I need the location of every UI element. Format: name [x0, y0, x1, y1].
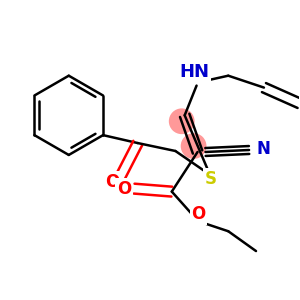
Circle shape: [181, 133, 206, 159]
Circle shape: [169, 108, 195, 134]
Text: N: N: [256, 140, 270, 158]
Text: O: O: [105, 173, 119, 191]
Text: O: O: [117, 180, 131, 198]
Text: HN: HN: [180, 63, 210, 81]
Text: S: S: [205, 170, 217, 188]
Text: O: O: [191, 206, 206, 224]
